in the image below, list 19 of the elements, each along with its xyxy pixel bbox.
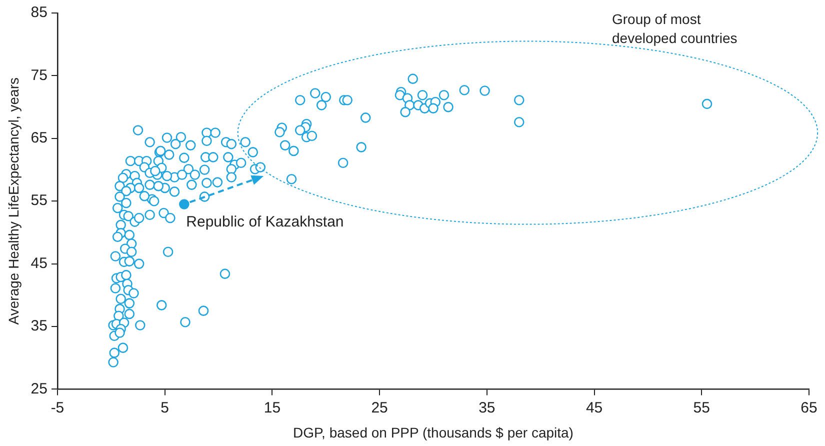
x-tick-label: 15 [264,399,281,416]
x-tick-label: 45 [586,399,603,416]
y-tick-label: 55 [30,192,48,210]
y-tick-label: 35 [30,318,48,335]
x-tick-label: -5 [50,399,64,416]
annotation: Republic of Kazakhstan [186,213,344,230]
annotation: Group of most developed countries [612,10,738,48]
x-tick-label: 55 [693,399,710,416]
x-axis-title: DGP, based on PPP (thousands $ per capita) [293,424,574,440]
x-tick-label: 65 [800,399,818,416]
x-tick-label: 5 [160,399,170,416]
x-tick-label: 25 [371,399,388,416]
y-axis-title: Average Healthy LifeExpectancyl, years [5,77,22,325]
y-tick-label: 25 [30,380,48,398]
y-tick-label: 75 [30,66,48,84]
y-tick-label: 85 [30,4,48,22]
x-tick-label: 35 [478,399,496,416]
y-tick-label: 45 [30,254,48,272]
y-tick-label: 65 [30,130,48,147]
